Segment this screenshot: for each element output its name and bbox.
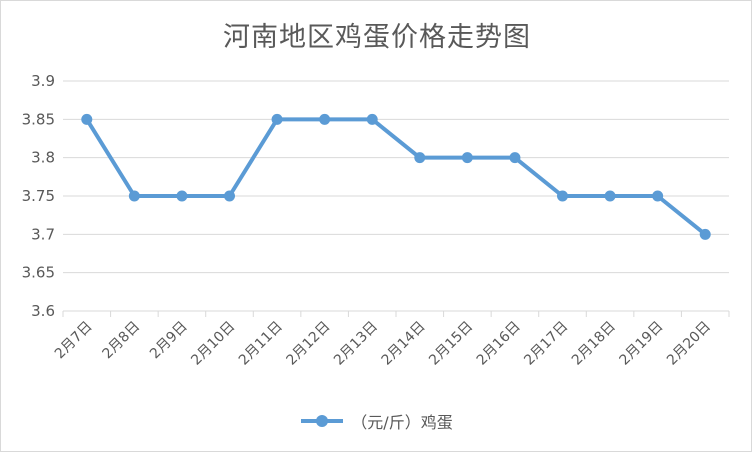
legend-label: （元/斤）鸡蛋 <box>351 413 453 432</box>
x-tick-label: 2月19日 <box>616 319 666 369</box>
data-point <box>366 113 378 125</box>
data-point <box>604 190 616 202</box>
data-point <box>128 190 140 202</box>
y-tick-label: 3.85 <box>22 110 55 128</box>
x-tick-label: 2月17日 <box>521 319 571 369</box>
data-point <box>176 190 188 202</box>
x-tick-label: 2月12日 <box>283 319 333 369</box>
data-point <box>509 152 521 164</box>
data-point <box>414 152 426 164</box>
x-tick-label: 2月16日 <box>474 319 524 369</box>
x-tick-label: 2月15日 <box>426 319 476 369</box>
y-tick-label: 3.7 <box>31 225 55 243</box>
x-tick-label: 2月8日 <box>99 319 143 363</box>
x-tick-label: 2月11日 <box>236 319 286 369</box>
y-tick-label: 3.8 <box>31 149 55 167</box>
y-tick-label: 3.75 <box>22 187 55 205</box>
data-point <box>652 190 664 202</box>
y-tick-label: 3.9 <box>31 72 55 90</box>
data-point <box>557 190 568 202</box>
chart-title: 河南地区鸡蛋价格走势图 <box>223 22 531 53</box>
x-tick-label: 2月10日 <box>188 319 238 369</box>
data-point <box>699 228 711 240</box>
x-tick-label: 2月7日 <box>52 319 96 363</box>
y-tick-label: 3.65 <box>22 264 55 282</box>
x-tick-label: 2月13日 <box>331 319 381 369</box>
data-point <box>461 152 473 164</box>
x-tick-label: 2月14日 <box>379 319 429 369</box>
legend-swatch <box>301 415 344 427</box>
data-point <box>224 190 235 202</box>
x-tick-label: 2月20日 <box>664 319 714 369</box>
legend: （元/斤）鸡蛋 <box>1 409 752 433</box>
x-tick-label: 2月9日 <box>147 319 191 363</box>
series-line <box>84 117 708 237</box>
data-point <box>271 113 283 125</box>
y-tick-label: 3.6 <box>31 302 55 320</box>
data-point <box>81 113 93 125</box>
x-tick-label: 2月18日 <box>569 319 619 369</box>
data-point <box>319 113 331 125</box>
